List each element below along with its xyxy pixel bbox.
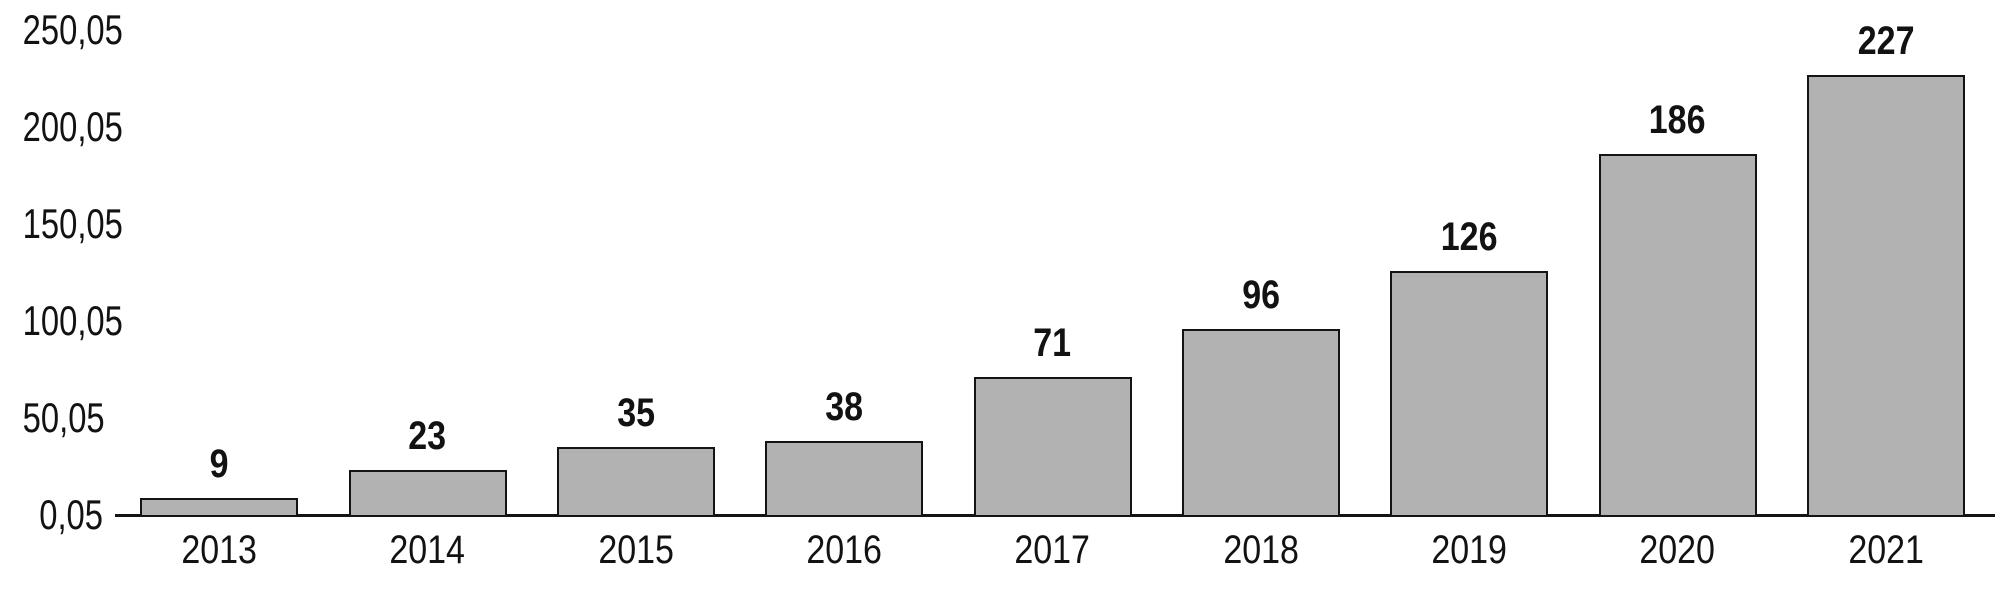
y-tick-label: 0,05: [39, 491, 103, 538]
bar: [765, 441, 924, 515]
x-tick-label: 2021: [1848, 528, 1924, 572]
x-tick-label: 2017: [1014, 528, 1091, 572]
bar-value-label: 71: [1033, 321, 1072, 365]
y-tick-label: 150,05: [22, 200, 123, 247]
bar: [1390, 271, 1549, 515]
bar: [348, 470, 507, 515]
bar-value-label: 126: [1440, 215, 1498, 259]
x-tick-label: 2016: [806, 528, 882, 572]
bar: [1806, 75, 1965, 515]
x-axis-line: [115, 514, 1995, 517]
x-tick-label: 2014: [389, 528, 466, 572]
bar-value-label: 9: [209, 442, 229, 486]
y-tick-label: 50,05: [22, 394, 105, 441]
bar: [556, 447, 715, 515]
x-tick-label: 2015: [598, 528, 674, 572]
x-tick-label: 2019: [1431, 528, 1507, 572]
bar-value-label: 227: [1857, 19, 1915, 63]
bar: [140, 498, 299, 515]
bar-value-label: 38: [825, 385, 864, 429]
y-tick-label: 100,05: [22, 297, 123, 344]
bar-value-label: 23: [408, 414, 447, 458]
bar-value-label: 96: [1241, 273, 1280, 317]
bar-value-label: 35: [616, 391, 655, 435]
x-tick-label: 2013: [181, 528, 257, 572]
y-tick-label: 200,05: [22, 103, 123, 150]
x-tick-label: 2018: [1223, 528, 1299, 572]
bar-value-label: 186: [1649, 98, 1706, 142]
y-tick-label: 250,05: [22, 6, 123, 53]
bar: [973, 377, 1132, 515]
bar: [1598, 154, 1757, 515]
bar: [1181, 329, 1340, 515]
x-tick-label: 2020: [1639, 528, 1716, 572]
